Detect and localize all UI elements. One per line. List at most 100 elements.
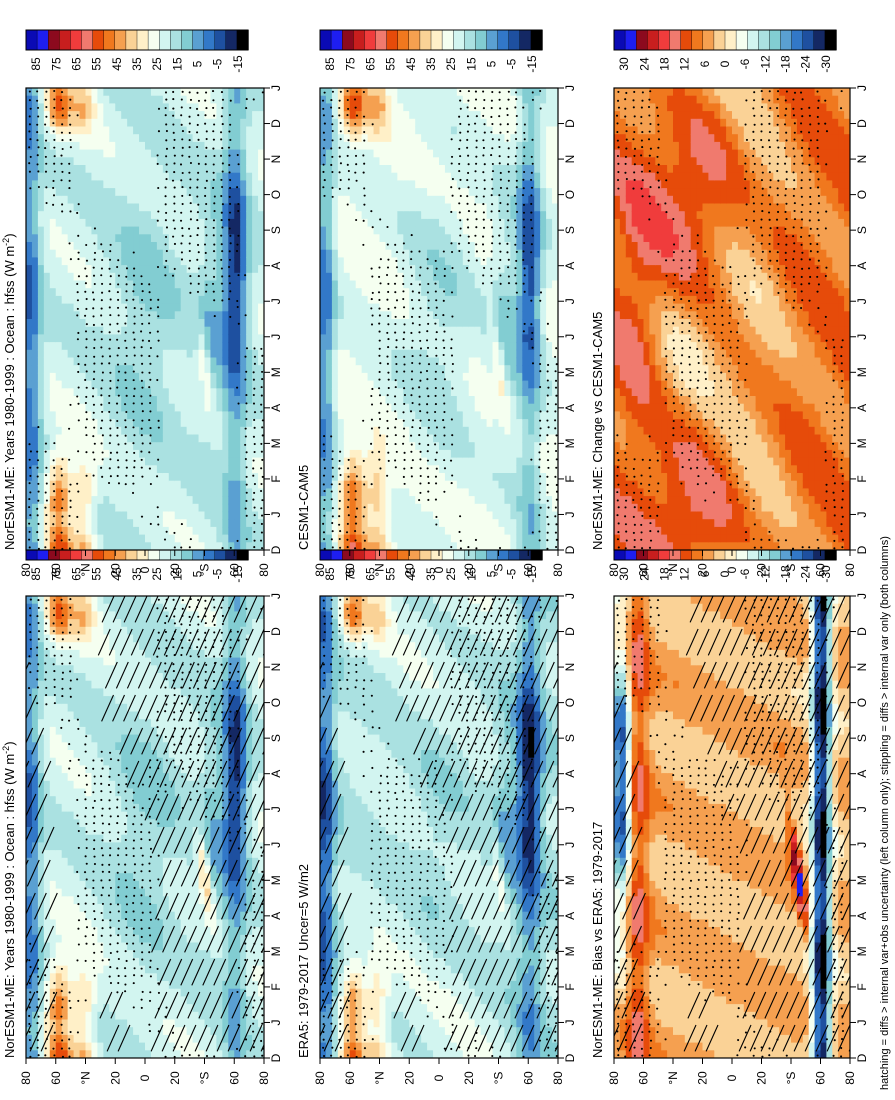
heatmap-cell [79,649,87,659]
heatmap-cell [61,465,69,474]
heatmap-cell [31,434,39,443]
heatmap-cell [258,688,264,697]
heatmap-cell [133,942,140,951]
stipple-dot [260,1039,263,1042]
heatmap-cell [115,927,122,936]
stipple-dot [45,983,48,986]
heatmap-cell [43,434,51,443]
heatmap-cell [67,981,75,990]
stipple-dot [84,902,87,905]
heatmap-cell [228,927,235,936]
stipple-dot [85,878,88,881]
heatmap-cell [252,796,259,805]
stipple-dot [101,822,104,825]
heatmap-cell [55,388,63,397]
heatmap-cell [67,488,75,497]
heatmap-cell [174,719,182,728]
heatmap-cell [192,819,200,828]
heatmap-cell [252,611,259,620]
heatmap-cell [222,996,229,1005]
heatmap-cell [61,165,69,174]
heatmap-cell [67,719,75,728]
heatmap-cell [61,965,69,974]
hatch-segment [228,925,242,953]
heatmap-cell [73,141,81,151]
heatmap-cell [252,942,259,951]
heatmap-cell [37,118,45,128]
heatmap-cell [31,919,39,928]
stipple-dot [85,767,88,770]
hatch-segment [26,1024,32,1038]
heatmap-cell [109,857,116,867]
heatmap-cell [97,919,104,928]
heatmap-cell [115,734,122,743]
stipple-dot [197,663,200,666]
stipple-dot [235,1047,239,1050]
heatmap-cell [180,603,188,612]
heatmap-cell [79,780,87,790]
stipple-dot [132,782,135,785]
stipple-dot [261,1007,264,1010]
stipple-dot [245,1038,248,1041]
heatmap-cell [240,919,247,928]
heatmap-cell [234,857,241,867]
stipple-dot [101,919,104,922]
heatmap-cell [26,934,33,944]
heatmap-cell [67,342,75,351]
heatmap-cell [97,973,104,982]
heatmap-cell [43,896,51,905]
heatmap-cell [258,896,264,905]
stipple-dot [229,734,232,738]
stipple-dot [132,982,135,985]
heatmap-cell [31,934,39,944]
heatmap-cell [79,850,87,859]
hatch-segment [26,925,33,940]
heatmap-cell [55,326,63,335]
heatmap-cell [55,596,63,605]
stipple-dot [83,871,87,874]
heatmap-cell [186,996,194,1005]
heatmap-cell [121,1027,128,1036]
stipple-dot [68,767,71,770]
stipple-dot [221,671,224,674]
heatmap-cell [55,950,63,959]
stipple-dot [229,663,232,666]
heatmap-cell [26,827,33,836]
heatmap-cell [61,111,69,120]
stipple-dot [69,1006,72,1009]
heatmap-cell [73,626,81,636]
heatmap-cell [31,265,39,274]
heatmap-cell [85,711,93,720]
heatmap-cell [145,927,152,936]
heatmap-cell [49,280,57,289]
stipple-dot [125,853,128,857]
heatmap-cell [186,726,194,736]
heatmap-cell [192,934,200,944]
heatmap-cell [145,642,152,651]
heatmap-cell [43,965,51,974]
stipple-dot [149,822,152,825]
stipple-dot [244,1006,248,1009]
stipple-dot [189,735,192,738]
heatmap-cell [150,688,158,697]
heatmap-cell [252,734,259,743]
heatmap-cell [67,996,75,1005]
heatmap-cell [162,642,170,651]
hatch-segment [101,596,115,623]
stipple-dot [52,1006,55,1009]
stipple-dot [60,607,63,610]
heatmap-cell [103,765,110,774]
heatmap-cell [55,403,63,412]
stipple-dot [28,1006,31,1009]
stipple-dot [53,1031,56,1034]
heatmap-cell [67,419,75,428]
heatmap-cell [180,880,188,890]
heatmap-cell [26,149,33,158]
heatmap-cell [234,703,241,713]
heatmap-cell [121,750,128,759]
stipple-dot [45,1037,48,1041]
heatmap-cell [222,873,229,882]
heatmap-cell [240,634,247,643]
heatmap-cell [61,927,69,936]
heatmap-cell [150,596,158,605]
